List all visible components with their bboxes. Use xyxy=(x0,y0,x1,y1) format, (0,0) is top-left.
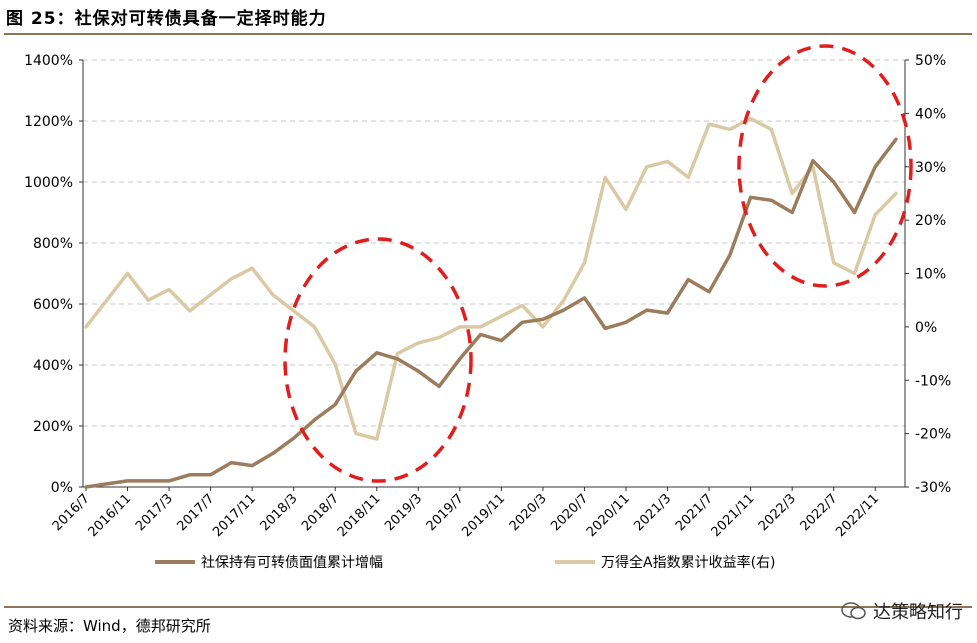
chart: 0% 200% 400% 600% 800% 1000% 1200% 1400% -30% -2… xyxy=(24,44,951,571)
highlight-ellipses xyxy=(283,44,913,483)
right-tick-label: 50% xyxy=(915,53,946,69)
left-tick-label: 800% xyxy=(33,236,73,252)
gridlines xyxy=(83,59,905,427)
source-note: 资料来源：Wind，德邦研究所 xyxy=(8,617,211,635)
x-tick-label: 2016/11 xyxy=(86,491,135,540)
left-tick-label: 1000% xyxy=(24,175,73,191)
x-tick-label: 2019/3 xyxy=(382,491,425,534)
series-line-wind-a-index xyxy=(84,116,898,441)
right-tick-label: 10% xyxy=(915,267,946,283)
title-rule xyxy=(4,33,972,35)
figure-title: 图 25：社保对可转债具备一定择时能力 xyxy=(6,9,327,29)
series-lines xyxy=(84,116,898,489)
x-tick-label: 2020/11 xyxy=(584,491,633,540)
right-tick-label: -10% xyxy=(915,373,951,389)
left-tick-label: 1200% xyxy=(24,114,73,130)
x-tick-label: 2018/3 xyxy=(258,491,301,534)
left-axis-ticks: 0% 200% 400% 600% 800% 1000% 1200% 1400% xyxy=(24,53,83,496)
x-tick-label: 2021/3 xyxy=(631,491,674,534)
legend: 社保持有可转债面值累计增幅 万得全A指数累计收益率(右) xyxy=(155,554,776,571)
right-tick-label: -20% xyxy=(915,427,951,443)
watermark-text: 达策略知行 xyxy=(873,602,963,623)
x-tick-label: 2020/3 xyxy=(507,491,550,534)
axes xyxy=(82,60,906,488)
right-tick-label: 0% xyxy=(915,320,937,336)
right-tick-label: 40% xyxy=(915,106,946,122)
right-tick-label: 20% xyxy=(915,213,946,229)
left-tick-label: 400% xyxy=(33,358,73,374)
x-axis-ticks: 2016/72016/112017/32017/72017/112018/320… xyxy=(50,487,882,540)
series-line-bond-holdings xyxy=(84,137,898,489)
x-tick-label: 2017/3 xyxy=(133,491,176,534)
legend-label: 万得全A指数累计收益率(右) xyxy=(601,554,776,571)
right-tick-label: 30% xyxy=(915,160,946,176)
left-tick-label: 0% xyxy=(51,480,73,496)
right-axis-ticks: -30% -20% -10% 0% 10% 20% 30% 40% 50% xyxy=(905,53,951,496)
footer-rule xyxy=(4,606,972,608)
x-tick-label: 2022/3 xyxy=(756,491,799,534)
legend-label: 社保持有可转债面值累计增幅 xyxy=(201,555,383,571)
x-tick-label: 2019/11 xyxy=(459,491,508,540)
x-tick-label: 2017/11 xyxy=(210,491,259,540)
left-tick-label: 1400% xyxy=(24,53,73,69)
x-tick-label: 2018/11 xyxy=(335,491,384,540)
highlight-ellipse xyxy=(737,44,913,288)
left-tick-label: 200% xyxy=(33,419,73,435)
left-tick-label: 600% xyxy=(33,297,73,313)
right-tick-label: -30% xyxy=(915,480,951,496)
watermark: 达策略知行 xyxy=(841,598,963,624)
x-tick-label: 2021/11 xyxy=(709,491,758,540)
highlight-ellipse xyxy=(283,237,473,483)
x-tick-label: 2022/11 xyxy=(833,491,882,540)
wechat-icon xyxy=(841,602,866,620)
